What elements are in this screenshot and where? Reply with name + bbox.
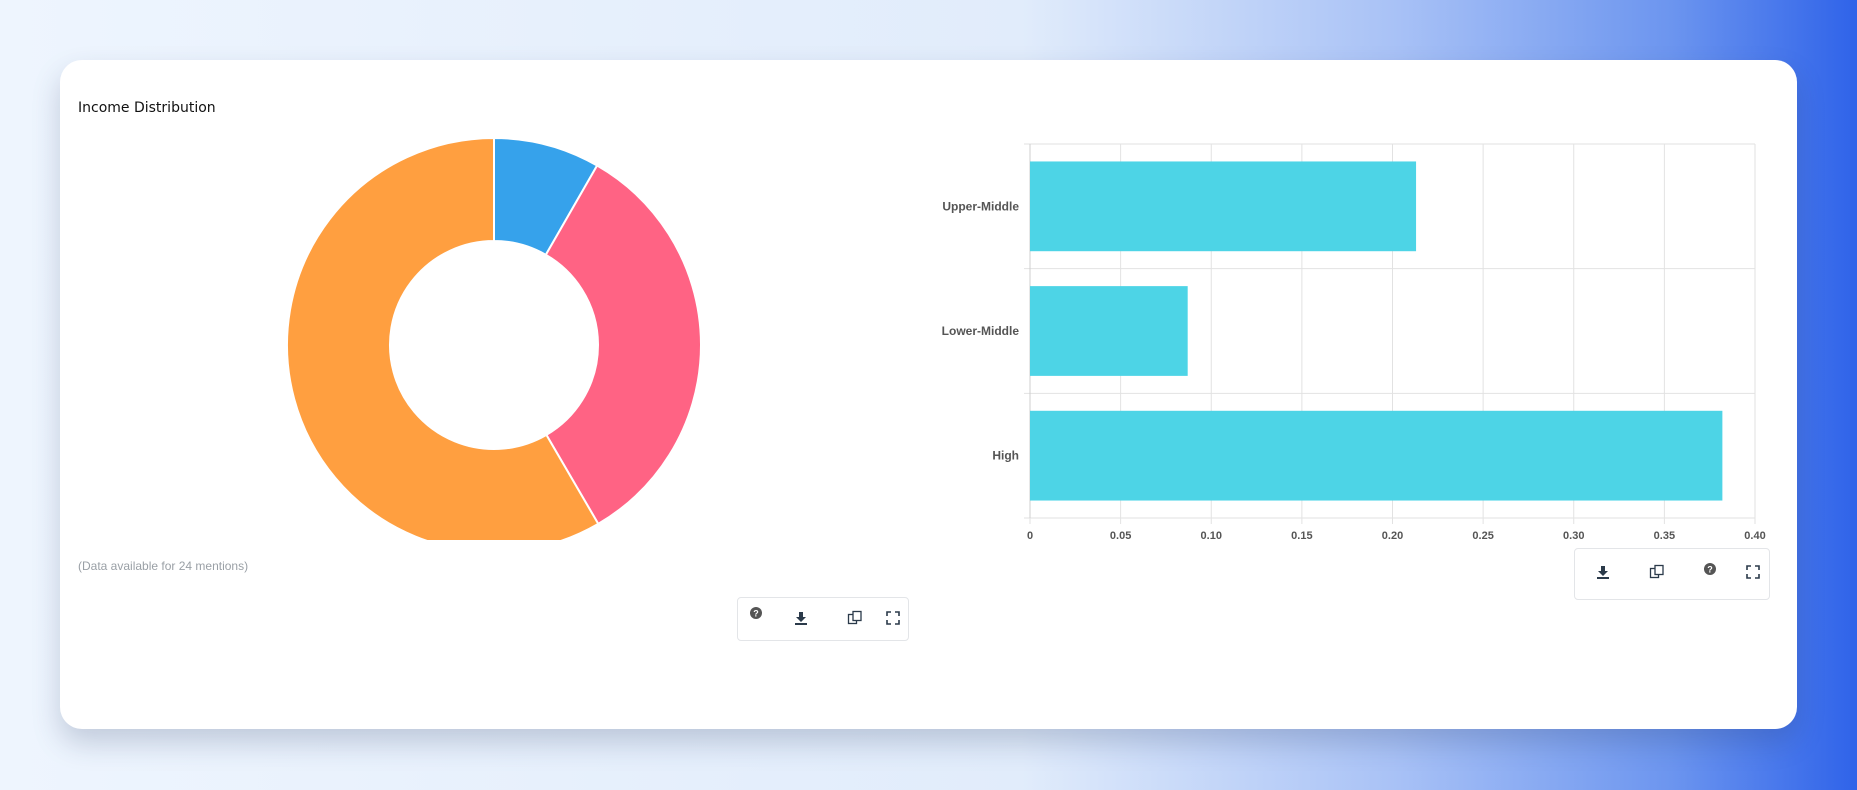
x-tick-label: 0.05 bbox=[1110, 530, 1131, 540]
fullscreen-icon[interactable] bbox=[1743, 562, 1763, 582]
fullscreen-icon[interactable] bbox=[883, 608, 903, 628]
bar-upper-middle[interactable] bbox=[1030, 161, 1417, 252]
x-tick-label: 0.25 bbox=[1472, 530, 1493, 540]
svg-text:?: ? bbox=[1707, 565, 1713, 575]
donut-toolbar: ? bbox=[737, 597, 909, 641]
income-distribution-card: Income Distribution (Data available for … bbox=[60, 60, 1797, 729]
data-availability-note: (Data available for 24 mentions) bbox=[78, 559, 249, 573]
copy-icon[interactable] bbox=[1647, 562, 1667, 582]
bar-lower-middle[interactable] bbox=[1030, 286, 1188, 376]
donut-slice[interactable] bbox=[544, 164, 702, 526]
category-label: High bbox=[992, 449, 1019, 463]
category-label: Lower-Middle bbox=[942, 324, 1020, 338]
download-icon[interactable] bbox=[791, 608, 811, 628]
x-tick-label: 0.35 bbox=[1654, 530, 1675, 540]
x-tick-label: 0.40 bbox=[1744, 530, 1765, 540]
category-label: Upper-Middle bbox=[942, 199, 1019, 213]
svg-text:?: ? bbox=[753, 609, 759, 619]
help-icon[interactable]: ? bbox=[1700, 559, 1720, 579]
x-tick-label: 0 bbox=[1027, 530, 1033, 540]
donut-slice[interactable] bbox=[286, 136, 600, 540]
x-tick-label: 0.10 bbox=[1201, 530, 1222, 540]
bar-high[interactable] bbox=[1030, 410, 1723, 501]
x-tick-label: 0.30 bbox=[1563, 530, 1584, 540]
x-tick-label: 0.20 bbox=[1382, 530, 1403, 540]
copy-icon[interactable] bbox=[845, 608, 865, 628]
donut-chart bbox=[286, 136, 702, 540]
bar-chart: 0 0.05 0.10 0.15 0.20 0.25 0.30 0.35 0.40 Upper-M… bbox=[942, 143, 1766, 540]
card-title: Income Distribution bbox=[78, 100, 216, 116]
bar-toolbar: ? bbox=[1574, 548, 1770, 600]
download-icon[interactable] bbox=[1593, 562, 1613, 582]
help-icon[interactable]: ? bbox=[746, 603, 766, 623]
x-tick-label: 0.15 bbox=[1291, 530, 1312, 540]
